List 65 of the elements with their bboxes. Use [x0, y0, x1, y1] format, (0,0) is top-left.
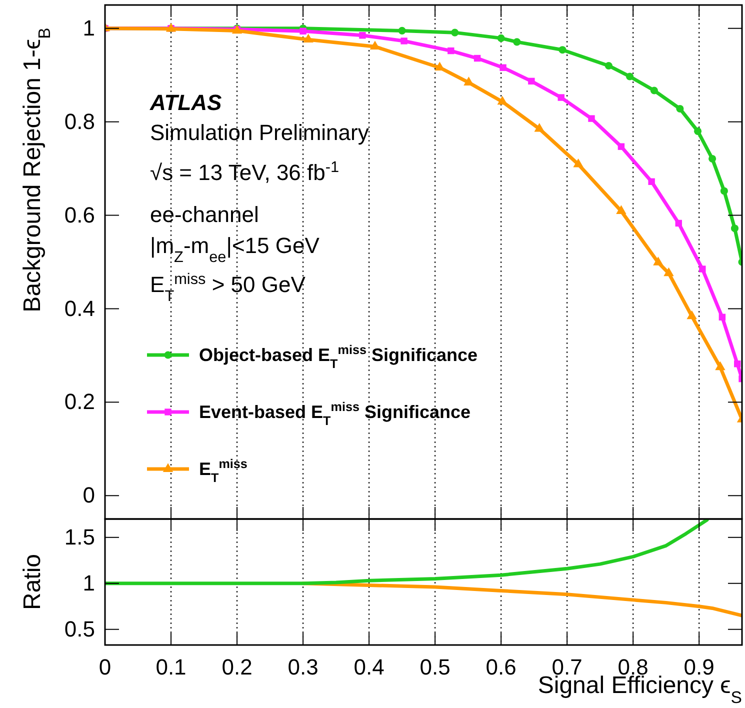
x-tick-label: 0.9 — [684, 654, 714, 680]
annotation: Simulation Preliminary — [150, 120, 369, 145]
annotation: √s = 13 TeV, 36 fb$^{-1}$ — [150, 158, 340, 185]
point — [675, 220, 682, 227]
point — [451, 28, 459, 36]
point — [558, 46, 566, 54]
point — [686, 310, 697, 320]
y-axis-title: Ratio — [19, 554, 46, 610]
point — [398, 26, 406, 34]
point — [626, 72, 634, 80]
point — [359, 32, 366, 39]
point — [500, 64, 506, 71]
point — [718, 314, 726, 320]
x-tick-label: 0 — [98, 654, 112, 680]
y-tick-label: 0 — [82, 482, 95, 508]
y-tick-label: 0.6 — [64, 202, 95, 228]
point — [648, 178, 655, 185]
point — [513, 38, 521, 46]
y-tick-label: 1.5 — [64, 524, 95, 550]
point — [618, 143, 625, 150]
x-tick-label: 0.5 — [420, 654, 450, 680]
x-tick-label: 0.3 — [288, 654, 318, 680]
point — [474, 54, 481, 62]
point — [676, 104, 684, 113]
point — [699, 266, 706, 272]
point — [734, 360, 741, 368]
point — [528, 78, 535, 85]
point — [448, 47, 454, 54]
annotation: ee-channel — [150, 202, 259, 227]
y-tick-label: 0.5 — [64, 616, 95, 642]
point — [400, 38, 408, 44]
legend-label: Object-based E$_{T}$$^{miss}$ Significance — [199, 343, 478, 371]
point — [653, 256, 664, 266]
point — [464, 76, 474, 86]
point — [720, 187, 728, 195]
point — [650, 86, 658, 94]
point — [708, 154, 716, 163]
point — [300, 28, 306, 35]
point — [730, 224, 739, 232]
point — [588, 115, 595, 122]
x-tick-label: 0.2 — [222, 654, 252, 680]
point — [534, 122, 544, 132]
point — [497, 34, 505, 42]
y-tick-label: 0.2 — [64, 389, 95, 414]
annotation: E$_{T}$$^{miss}$ > 50 GeV — [150, 270, 306, 304]
point — [664, 267, 674, 276]
point — [616, 205, 626, 214]
y-tick-label: 1 — [82, 570, 95, 596]
point — [303, 34, 314, 43]
point — [694, 127, 702, 135]
point — [715, 361, 726, 370]
y-tick-label: 1 — [82, 15, 95, 40]
line-series — [105, 519, 709, 586]
annotation: ATLAS — [149, 90, 222, 115]
point — [558, 94, 564, 101]
point — [573, 158, 584, 168]
point — [497, 96, 508, 105]
annotation: |m$_{Z}$-m$_{ee}$|<15 GeV — [150, 233, 320, 266]
y-tick-label: 0.8 — [64, 108, 95, 134]
point — [604, 62, 612, 70]
y-tick-label: 0.4 — [64, 296, 95, 321]
x-tick-label: 0.4 — [354, 654, 384, 680]
legend-label: Event-based E$_{T}$$^{miss}$ Significance — [199, 400, 471, 428]
x-tick-label: 0.1 — [156, 654, 186, 680]
x-tick-label: 0.6 — [486, 654, 516, 680]
